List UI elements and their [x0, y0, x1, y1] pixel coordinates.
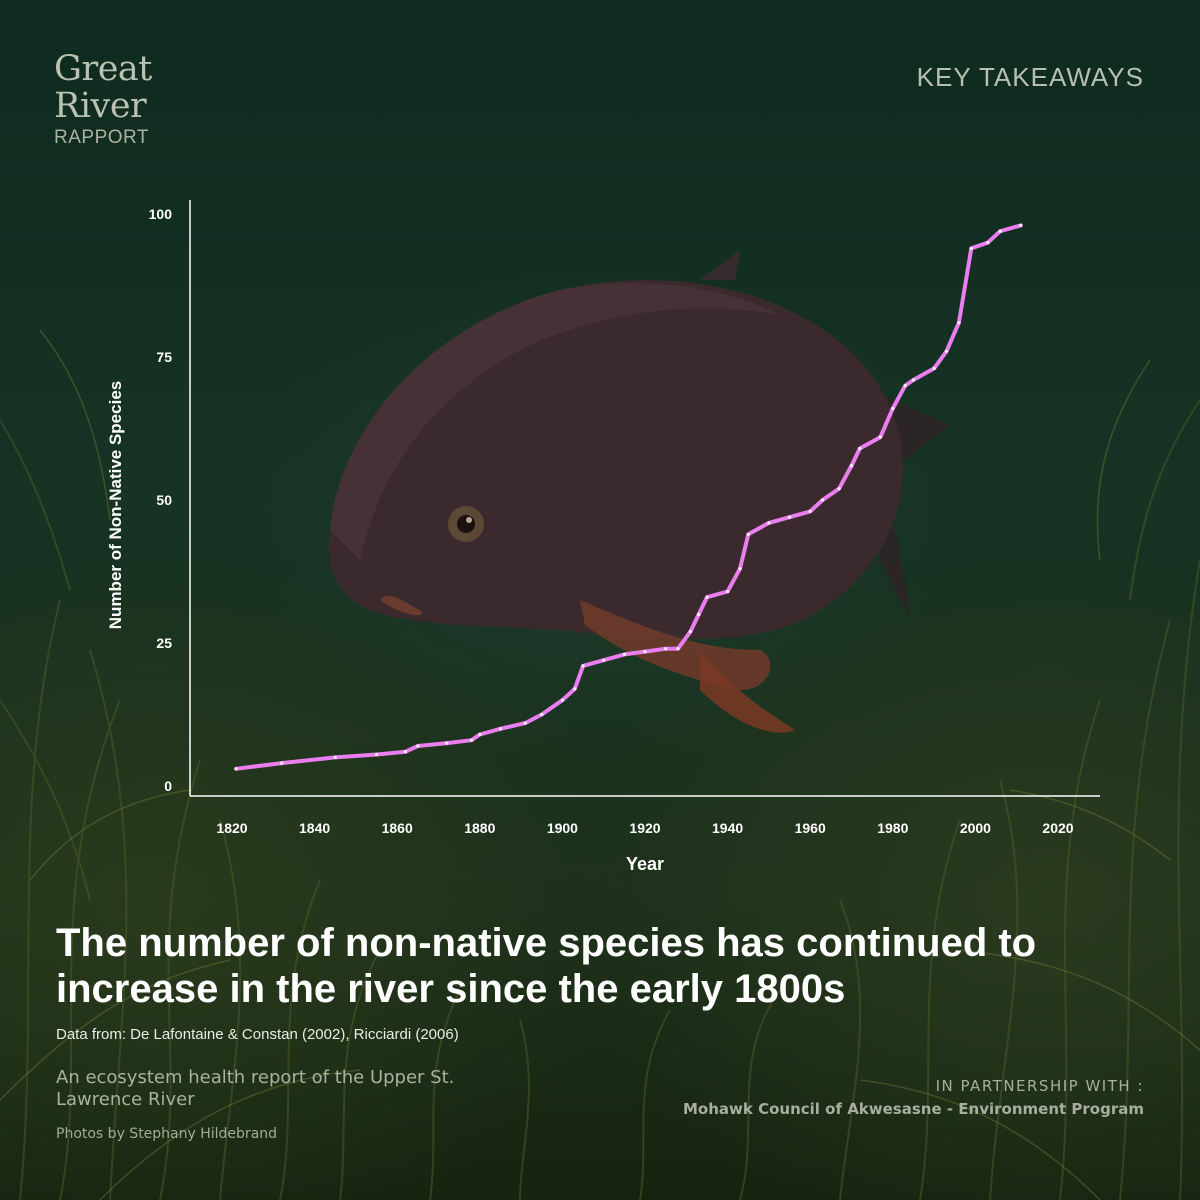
- data-point: [738, 567, 742, 571]
- y-tick-label: 25: [156, 635, 172, 651]
- data-point: [969, 246, 973, 250]
- data-point: [445, 741, 449, 745]
- partner-name: Mohawk Council of Akwesasne - Environmen…: [682, 1100, 1144, 1118]
- y-tick-label: 0: [164, 778, 172, 794]
- data-point: [858, 446, 862, 451]
- partner-block: IN PARTNERSHIP WITH : Mohawk Council of …: [683, 1077, 1144, 1119]
- data-point: [478, 732, 482, 737]
- data-point: [333, 755, 337, 760]
- brand-logo: Great River RAPPORT: [54, 49, 152, 148]
- data-point: [234, 767, 238, 771]
- data-point: [986, 241, 990, 245]
- data-point: [787, 515, 792, 519]
- x-axis-title: Year: [626, 854, 664, 874]
- data-point: [767, 521, 771, 525]
- data-point: [280, 761, 284, 765]
- data-point: [891, 406, 895, 411]
- data-point: [746, 532, 750, 536]
- y-tick-label: 75: [156, 349, 172, 365]
- photo-credit: Photos by Stephany Hildebrand: [56, 1126, 278, 1142]
- report-subtitle: An ecosystem health report of the Upper …: [56, 1067, 455, 1110]
- data-point: [643, 650, 647, 654]
- data-point: [821, 498, 825, 502]
- x-tick-label: 1940: [712, 820, 743, 836]
- data-point: [540, 712, 544, 717]
- data-point: [849, 464, 854, 468]
- headline: The number of non-native species has con…: [56, 921, 1037, 1012]
- x-tick-label: 1900: [547, 820, 578, 836]
- y-axis-title: Number of Non-Native Species: [106, 381, 125, 629]
- data-point: [903, 384, 907, 388]
- x-tick-label: 2020: [1042, 820, 1073, 836]
- data-point: [705, 595, 709, 599]
- data-point: [676, 647, 680, 651]
- x-tick-label: 1860: [382, 820, 413, 836]
- data-point: [688, 630, 693, 634]
- data-point: [1019, 223, 1023, 227]
- data-point: [416, 744, 420, 748]
- data-point: [581, 664, 585, 668]
- data-point: [375, 752, 379, 757]
- data-point: [602, 658, 606, 662]
- data-point: [523, 721, 527, 725]
- data-point: [957, 321, 961, 325]
- brand-line-1: Great: [54, 49, 152, 89]
- data-point: [944, 349, 949, 353]
- data-point: [664, 647, 668, 651]
- key-takeaways-label: KEY TAKEAWAYS: [916, 62, 1144, 92]
- x-tick-label: 1820: [216, 820, 247, 836]
- data-point: [403, 750, 408, 754]
- x-tick-label: 1960: [795, 820, 826, 836]
- data-point: [998, 229, 1002, 233]
- data-point: [878, 435, 883, 439]
- data-point: [808, 509, 812, 513]
- x-tick-label: 1920: [629, 820, 660, 836]
- y-tick-label: 100: [149, 206, 173, 222]
- data-point: [932, 366, 936, 370]
- y-tick-label: 50: [156, 492, 172, 508]
- x-tick-label: 1840: [299, 820, 330, 836]
- data-point: [697, 612, 701, 617]
- data-point: [498, 727, 502, 731]
- data-point: [560, 698, 565, 702]
- data-point: [726, 589, 730, 594]
- partner-label: IN PARTNERSHIP WITH :: [935, 1077, 1144, 1095]
- data-source: Data from: De Lafontaine & Constan (2002…: [56, 1026, 459, 1043]
- x-tick-label: 1980: [877, 820, 908, 836]
- x-tick-label: 2000: [960, 820, 991, 836]
- data-point: [573, 687, 577, 691]
- data-point: [469, 738, 474, 742]
- brand-line-2: River: [54, 86, 147, 126]
- data-point: [837, 487, 841, 491]
- data-point: [622, 652, 627, 657]
- data-point: [911, 378, 916, 382]
- brand-line-3: RAPPORT: [54, 127, 150, 148]
- series-line: [234, 223, 1023, 771]
- x-tick-label: 1880: [464, 820, 495, 836]
